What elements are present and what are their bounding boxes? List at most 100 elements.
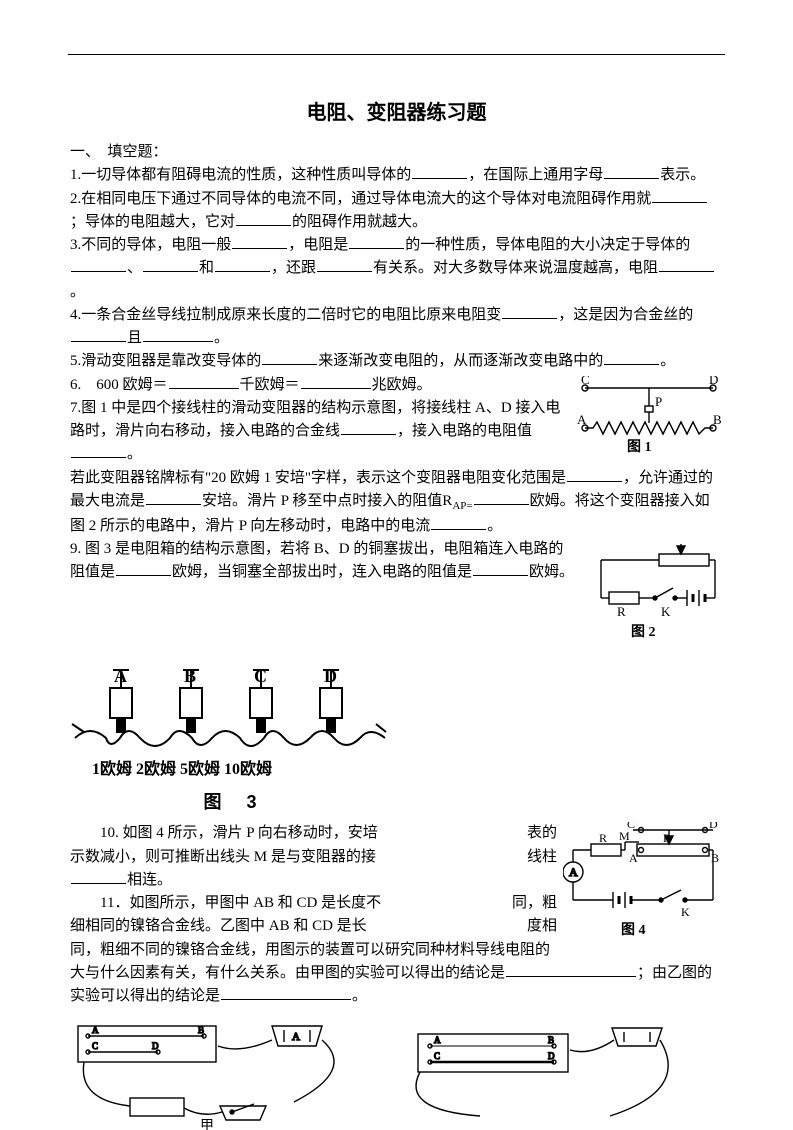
blank bbox=[317, 257, 372, 272]
svg-text:图 4: 图 4 bbox=[621, 922, 646, 938]
blank bbox=[604, 164, 659, 179]
q5-text: 5.滑动变阻器是靠改变导体的 bbox=[70, 353, 261, 369]
question-5: 5.滑动变阻器是靠改变导体的 来逐渐改变电阻的，从而逐渐改变电路中的 。 bbox=[70, 350, 723, 373]
blank bbox=[301, 374, 371, 389]
top-rule bbox=[68, 54, 725, 55]
rap-label: AP= bbox=[452, 500, 472, 512]
q10a2: 表的 bbox=[527, 822, 557, 845]
bottom-figures: AB CD A 甲 bbox=[70, 1020, 723, 1130]
figure-2-svg: R K 图 2 bbox=[581, 540, 723, 640]
figure-2: R K 图 2 bbox=[581, 540, 723, 648]
q4-text: 4.一条合金丝导线拉制成原来长度的二倍时它的电阻比原来电阻变 bbox=[70, 307, 501, 323]
q11a: 11．如图所示，甲图中 AB 和 CD 是长度不 bbox=[100, 895, 381, 911]
fig1-B: B bbox=[713, 412, 722, 427]
blank bbox=[341, 420, 396, 435]
svg-text:C: C bbox=[434, 1051, 440, 1061]
q10a: 10. 如图 4 所示，滑片 P 向右移动时，安培 bbox=[100, 825, 378, 841]
blank bbox=[71, 869, 126, 884]
fig2-K: K bbox=[661, 604, 671, 619]
q2b-text: ；导体的电阻越大，它对 bbox=[70, 214, 235, 230]
q1b-text: ，在国际上通用字母 bbox=[468, 167, 603, 183]
figure-yi: AB CD bbox=[390, 1020, 680, 1130]
blank bbox=[71, 443, 126, 458]
q3-text: 和 bbox=[199, 260, 214, 276]
fig3-caption: 图 3 bbox=[70, 789, 400, 817]
svg-text:A: A bbox=[92, 1025, 99, 1035]
q2c-text: 的阻碍作用就越大。 bbox=[292, 214, 427, 230]
q2-text: 2.在相同电压下通过不同导体的电流不同，通过导体电流大的这个导体对电流阻碍作用就 bbox=[70, 191, 651, 207]
fig-jia-label: 甲 bbox=[200, 1119, 214, 1130]
fig1-D: D bbox=[709, 376, 718, 387]
q3-text: 。 bbox=[70, 284, 85, 300]
q6-text: 6. 600 欧姆＝ bbox=[70, 377, 168, 393]
blank bbox=[567, 467, 622, 482]
q11-line1: 11．如图所示，甲图中 AB 和 CD 是长度不 bbox=[70, 892, 381, 915]
q9-text: 欧姆，当铜塞全部拔出时，连入电路的阻值是 bbox=[172, 564, 472, 580]
svg-text:A: A bbox=[569, 865, 578, 879]
q1c-text: 表示。 bbox=[660, 167, 705, 183]
blank bbox=[143, 327, 213, 342]
q1-text: 1.一切导体都有阻碍电流的性质，这种性质叫导体的 bbox=[70, 167, 411, 183]
q11e: 。 bbox=[352, 988, 367, 1004]
q11b: 细相同的镍铬合金线。乙图中 AB 和 CD 是长 bbox=[70, 918, 367, 934]
svg-text:P: P bbox=[663, 831, 670, 845]
fig1-A: A bbox=[577, 412, 587, 427]
blank bbox=[146, 490, 201, 505]
blank bbox=[349, 234, 404, 249]
question-3: 3.不同的导体，电阻一般，电阻是的一种性质，导体电阻的大小决定于导体的、和，还跟… bbox=[70, 234, 723, 304]
svg-text:A: A bbox=[114, 666, 127, 686]
figure-3-svg: A B C D 1欧姆 2欧姆 5欧姆 10欧姆 bbox=[70, 660, 390, 780]
blank bbox=[506, 962, 636, 977]
blank bbox=[473, 561, 528, 576]
question-1: 1.一切导体都有阻碍电流的性质，这种性质叫导体的 ，在国际上通用字母 表示。 bbox=[70, 164, 723, 187]
q7-text: 。 bbox=[127, 446, 142, 462]
page-title: 电阻、变阻器练习题 bbox=[70, 96, 723, 125]
q10c: 相连。 bbox=[127, 872, 172, 888]
q11a2: 同，粗 bbox=[512, 892, 557, 915]
q6-text: 千欧姆＝ bbox=[240, 377, 300, 393]
figure-1: C D A P B 图 1 bbox=[575, 376, 723, 462]
fig2-R: R bbox=[617, 604, 626, 619]
blank bbox=[143, 257, 198, 272]
svg-text:D: D bbox=[152, 1041, 159, 1051]
q6-text: 兆欧姆。 bbox=[372, 377, 432, 393]
question-7-cont: 若此变阻器铭牌标有"20 欧姆 1 安培"字样，表示这个变阻器电阻变化范围是，允… bbox=[70, 467, 723, 539]
fig1-P: P bbox=[655, 394, 662, 409]
q7d-text: 若此变阻器铭牌标有"20 欧姆 1 安培"字样，表示这个变阻器电阻变化范围是 bbox=[70, 470, 566, 486]
blank bbox=[604, 350, 659, 365]
fig1-caption: 图 1 bbox=[627, 439, 652, 454]
q4-text: ，这是因为合金丝的 bbox=[558, 307, 693, 323]
svg-text:B: B bbox=[184, 666, 196, 686]
q10b2: 线柱 bbox=[527, 846, 557, 869]
q11b2: 度相 bbox=[527, 915, 557, 938]
svg-text:D: D bbox=[709, 822, 718, 831]
blank bbox=[502, 304, 557, 319]
blank bbox=[169, 374, 239, 389]
q7-text: ，接入电路的电阻值 bbox=[397, 423, 532, 439]
q5-text: 。 bbox=[660, 353, 675, 369]
figure-jia: AB CD A 甲 bbox=[70, 1020, 360, 1130]
q3-text: ，还跟 bbox=[271, 260, 316, 276]
q10b: 示数减小，则可推断出线头 M 是与变阻器的接 bbox=[70, 849, 376, 865]
q9-text: 欧姆。 bbox=[529, 564, 574, 580]
q4-text: 。 bbox=[214, 330, 229, 346]
svg-text:B: B bbox=[198, 1025, 204, 1035]
svg-text:C: C bbox=[254, 666, 267, 686]
svg-text:B: B bbox=[548, 1035, 554, 1045]
blank bbox=[221, 985, 351, 1000]
blank bbox=[412, 164, 467, 179]
figure-3: A B C D 1欧姆 2欧姆 5欧姆 10欧姆 图 3 bbox=[70, 660, 400, 816]
q11c: 同，粗细不同的镍铬合金线，用图示的装置可以研究同种材料导线电阻的大与什么因素有关… bbox=[70, 942, 550, 981]
svg-text:M: M bbox=[619, 829, 630, 843]
q3-text: 3.不同的导体，电阻一般 bbox=[70, 237, 231, 253]
q5-text: 来逐渐改变电阻的，从而逐渐改变电路中的 bbox=[318, 353, 603, 369]
fig1-C: C bbox=[581, 376, 590, 387]
figure-1-svg: C D A P B 图 1 bbox=[575, 376, 723, 454]
fig3-values: 1欧姆 2欧姆 5欧姆 10欧姆 bbox=[92, 759, 272, 778]
question-4: 4.一条合金丝导线拉制成原来长度的二倍时它的电阻比原来电阻变，这是因为合金丝的且… bbox=[70, 304, 723, 351]
fig2-caption: 图 2 bbox=[631, 624, 656, 640]
blank bbox=[215, 257, 270, 272]
blank bbox=[262, 350, 317, 365]
q3-text: 的一种性质，导体电阻的大小决定于导体的 bbox=[405, 237, 690, 253]
blank bbox=[236, 211, 291, 226]
